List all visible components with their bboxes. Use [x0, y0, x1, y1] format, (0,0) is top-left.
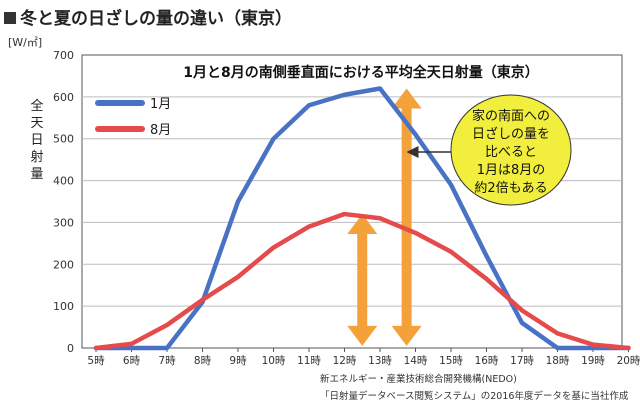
x-tick-label: 19時	[581, 355, 605, 367]
data-point	[94, 346, 98, 350]
chart-title: 1月と8月の南側垂直面における平均全天日射量（東京）	[183, 64, 538, 81]
arrow-august	[347, 214, 378, 346]
x-tick-label: 16時	[475, 355, 499, 367]
callout-line-5: 約2倍もある	[474, 181, 547, 196]
x-tick-label: 14時	[404, 355, 428, 367]
x-tick-label: 20時	[617, 355, 640, 367]
series-line-1	[93, 211, 631, 351]
x-tick-label: 5時	[87, 355, 105, 367]
y-tick-label: 300	[53, 216, 74, 229]
data-point	[449, 182, 453, 187]
legend-label-jan: 1月	[150, 97, 171, 112]
data-point	[165, 322, 169, 327]
y-tick-label: 400	[53, 175, 74, 188]
callout-line-4: 1月は8月の	[477, 163, 546, 178]
source-line-1: 新エネルギー・産業技術総合開発機構(NEDO)	[320, 374, 517, 385]
data-point	[484, 253, 489, 258]
x-tick-label: 6時	[123, 355, 141, 367]
data-point	[271, 136, 276, 141]
x-axis-ticks: 5時 6時 7時 8時 9時 10時 11時 12時 13時 14時 15時 16時 17時 18時 19時…	[87, 355, 640, 367]
y-tick-label: 0	[67, 342, 74, 355]
data-point	[236, 274, 240, 279]
heading-square-icon	[4, 12, 16, 24]
data-point	[520, 308, 524, 313]
x-tick-label: 8時	[194, 355, 212, 367]
data-point	[129, 341, 134, 346]
data-point	[555, 346, 560, 350]
data-point	[165, 346, 169, 350]
figure-title: 冬と夏の日ざしの量の違い（東京）	[20, 9, 292, 29]
data-point	[307, 103, 311, 108]
figure-heading: 冬と夏の日ざしの量の違い（東京）	[4, 4, 292, 29]
data-point	[129, 346, 134, 350]
data-point	[378, 216, 382, 221]
arrow-january	[391, 88, 422, 346]
data-point	[626, 346, 631, 350]
x-tick-label: 13時	[368, 355, 392, 367]
x-tick-label: 18時	[546, 355, 570, 367]
x-tick-label: 11時	[297, 355, 321, 367]
x-tick-marks	[95, 348, 629, 352]
x-tick-label: 10時	[262, 355, 286, 367]
data-point	[271, 245, 276, 250]
y-tick-label: 200	[53, 258, 74, 271]
y-tick-label: 100	[53, 300, 74, 313]
y-tick-label: 700	[53, 49, 74, 62]
data-point	[591, 342, 595, 347]
annotation-callout: 家の南面への 日ざしの量を 比べると 1月は8月の 約2倍もある	[406, 94, 572, 206]
series-lines	[93, 86, 631, 351]
data-point	[520, 320, 524, 325]
callout-bubble	[450, 94, 572, 206]
y-tick-label: 500	[53, 133, 74, 146]
y-axis-label: 全天日射量	[30, 98, 43, 182]
y-axis-ticks: 0 100 200 300 400 500 600 700	[53, 49, 74, 355]
data-point	[342, 212, 347, 217]
source-line-2: 「日射量データベース閲覧システム」の2016年度データを基に当社作成	[320, 391, 629, 402]
data-point	[449, 249, 453, 254]
legend: 1月 8月	[95, 97, 171, 138]
data-point	[307, 224, 311, 229]
x-tick-label: 9時	[229, 355, 247, 367]
x-tick-label: 12時	[333, 355, 357, 367]
y-tick-label: 600	[53, 91, 74, 104]
data-point	[200, 297, 205, 302]
data-point	[378, 86, 382, 91]
series-line-0	[93, 86, 631, 351]
data-point	[484, 276, 489, 281]
callout-line-2: 日ざしの量を	[472, 126, 550, 142]
data-point	[413, 230, 418, 235]
callout-line-3: 比べると	[485, 145, 537, 160]
data-point	[236, 199, 240, 204]
data-point	[413, 132, 418, 137]
y-unit-label: [W/㎡]	[8, 36, 42, 49]
x-tick-label: 7時	[158, 355, 176, 367]
comparison-arrows	[347, 88, 422, 346]
data-point	[555, 331, 560, 336]
callout-line-1: 家の南面への	[472, 108, 550, 124]
data-point	[342, 92, 347, 97]
legend-label-aug: 8月	[150, 123, 171, 138]
x-tick-label: 15時	[439, 355, 463, 367]
x-tick-label: 17時	[510, 355, 534, 367]
